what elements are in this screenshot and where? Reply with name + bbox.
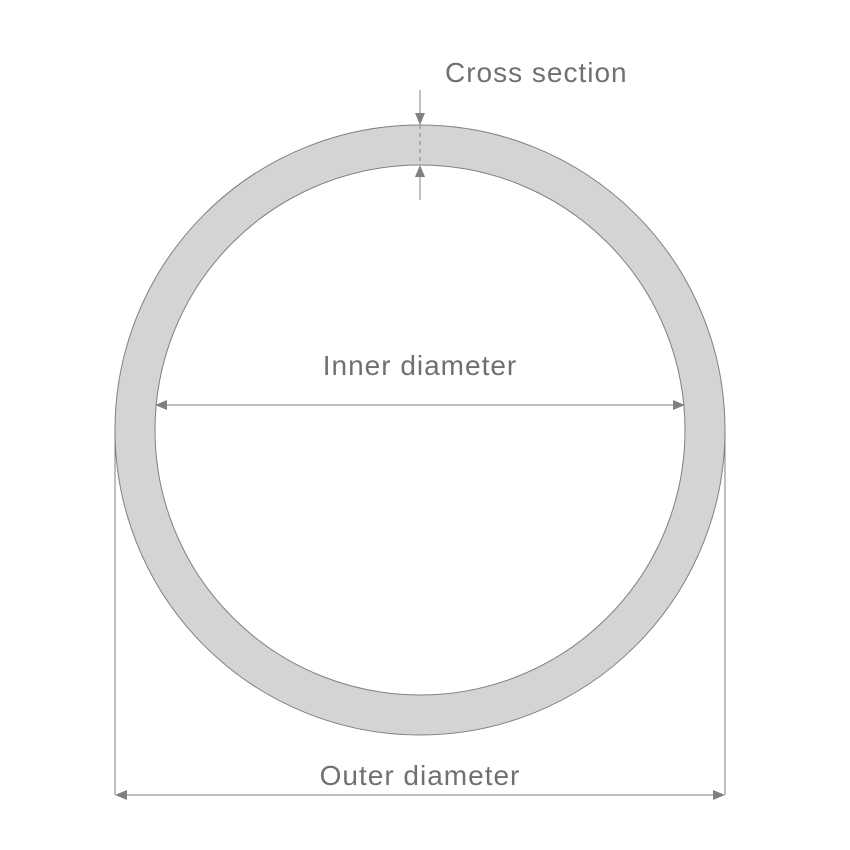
inner-diameter-label: Inner diameter bbox=[323, 350, 518, 381]
ring-dimension-diagram: Cross section Inner diameter Outer diame… bbox=[0, 0, 850, 850]
outer-diameter-label: Outer diameter bbox=[320, 760, 521, 791]
cross-section-label: Cross section bbox=[445, 57, 628, 88]
inner-diameter-dimension: Inner diameter bbox=[155, 350, 685, 410]
ring-shape bbox=[115, 125, 725, 735]
